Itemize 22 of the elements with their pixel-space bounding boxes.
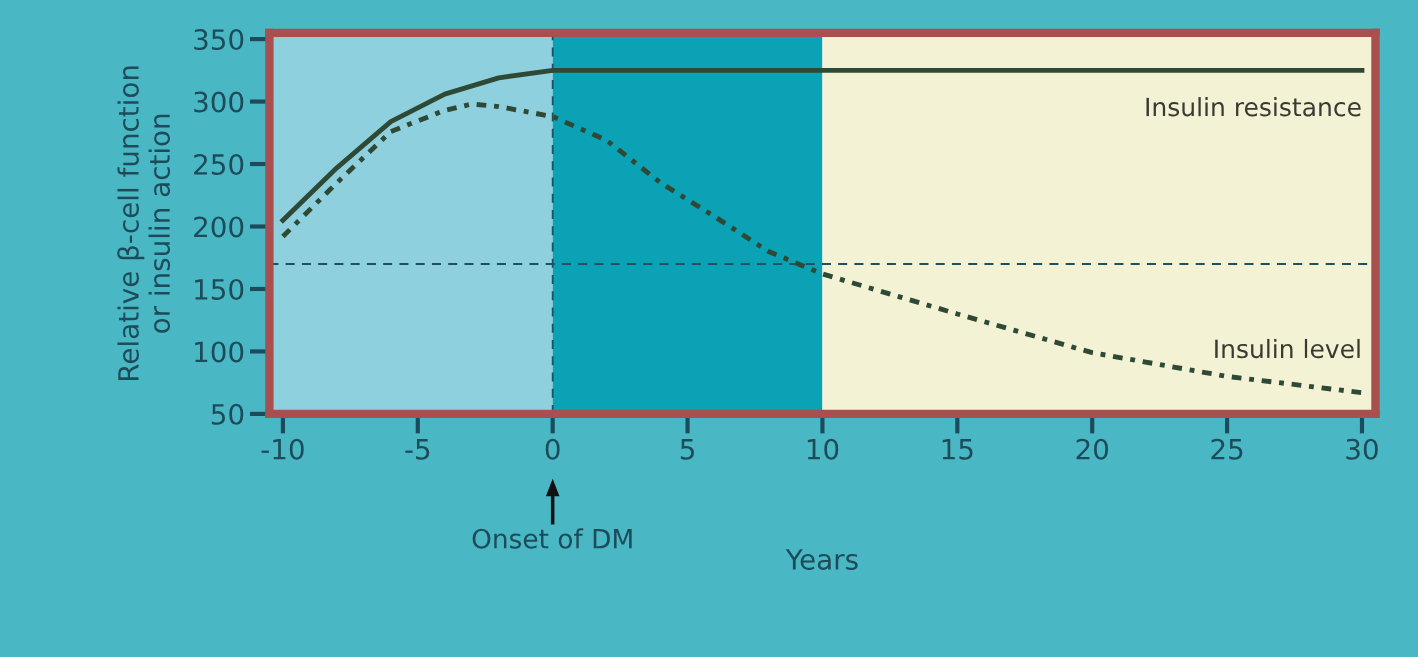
y-tick-label: 300 bbox=[194, 91, 244, 113]
y-tick-label: 100 bbox=[195, 341, 244, 363]
x-tick-label: -5 bbox=[405, 439, 430, 460]
x-tick-label: 25 bbox=[1211, 438, 1243, 460]
line-series bbox=[280, 67, 1365, 223]
x-tick-label: 10 bbox=[807, 438, 839, 460]
x-tick-label: 30 bbox=[1346, 438, 1378, 460]
series-label: Insulin resistance bbox=[1146, 97, 1361, 117]
x-tick-label: 5 bbox=[680, 439, 694, 460]
y-tick-label: 50 bbox=[211, 403, 244, 425]
ref-line-label: Onset of DM bbox=[472, 528, 632, 549]
y-axis-title: Relative β-cell function or insulin action bbox=[117, 66, 171, 380]
y-tick-label: 150 bbox=[195, 278, 244, 300]
x-tick-label: 0 bbox=[545, 438, 560, 460]
x-tick-label: -10 bbox=[261, 438, 304, 460]
y-tick-label: 200 bbox=[194, 216, 244, 238]
y-tick-label: 250 bbox=[194, 153, 244, 175]
x-tick-label: 15 bbox=[942, 439, 973, 460]
series-label: Insulin level bbox=[1215, 338, 1360, 359]
y-tick-label: 350 bbox=[194, 29, 244, 51]
x-tick-label: 20 bbox=[1076, 438, 1109, 460]
x-axis-title: Years bbox=[785, 549, 858, 570]
